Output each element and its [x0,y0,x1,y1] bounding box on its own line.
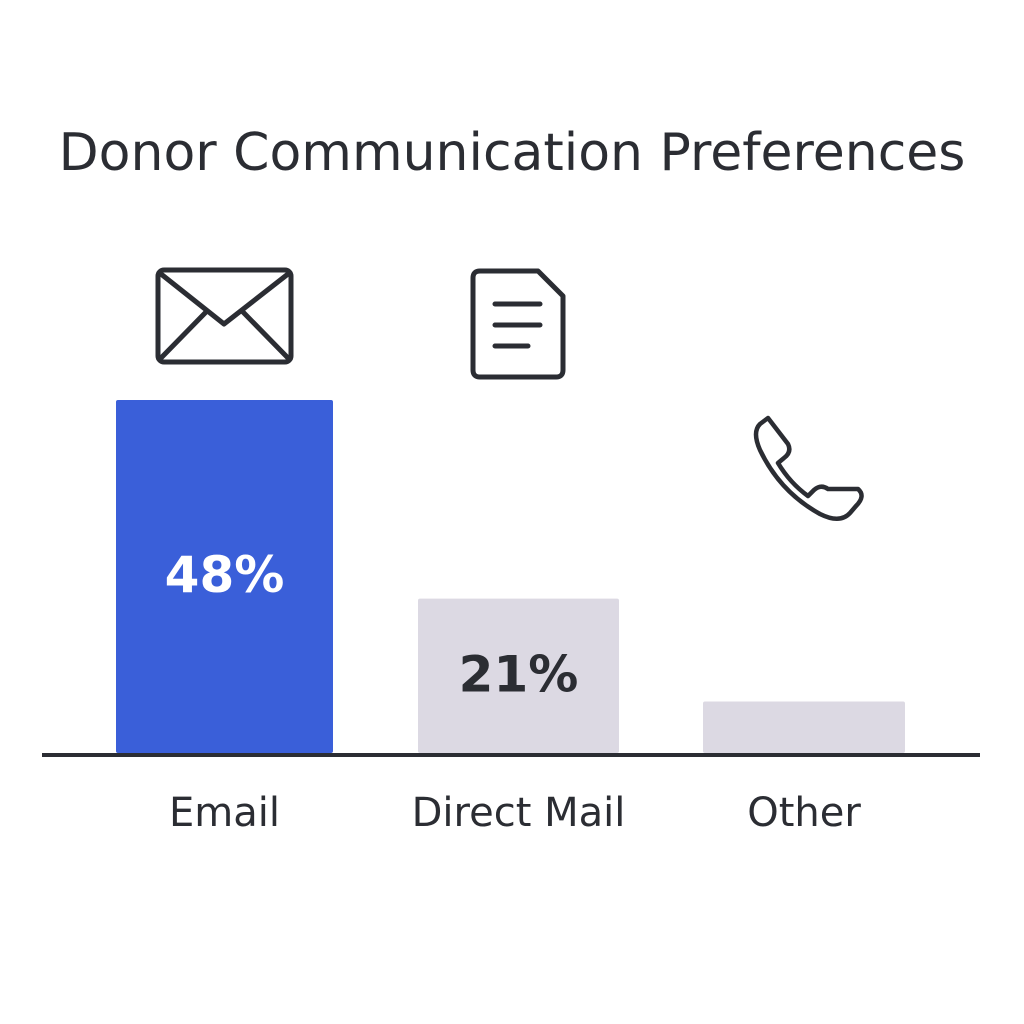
bar [703,701,905,753]
bar [116,400,333,753]
x-tick-label: Other [747,790,861,836]
email-icon [155,267,294,365]
phone-icon [753,415,864,521]
chart-title: Donor Communication Preferences [59,123,966,183]
document-icon [470,268,566,380]
x-tick-label: Direct Mail [412,790,626,836]
bar [418,598,619,753]
value-label: 21% [459,645,579,703]
value-label: 48% [165,546,285,604]
x-tick-label: Email [169,790,280,836]
